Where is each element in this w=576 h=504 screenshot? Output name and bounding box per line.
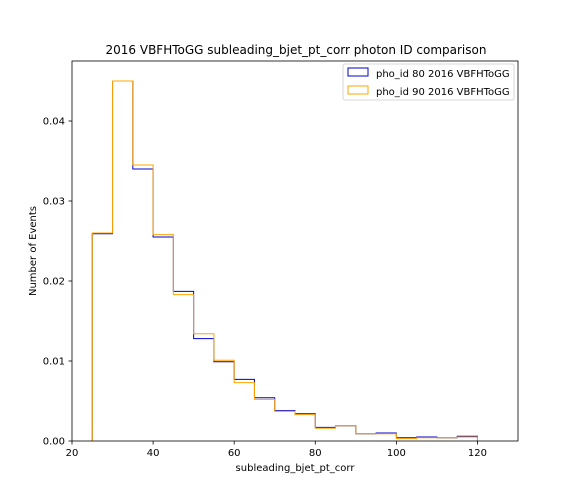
y-axis-ticks: 0.00 0.01 0.02 0.03 0.04: [43, 117, 72, 448]
y-tick-label: 0.01: [43, 357, 65, 368]
legend-swatch-pho-id-80: [347, 67, 369, 77]
y-tick-label: 0.04: [43, 117, 65, 128]
legend-label-pho-id-90: pho_id 90 2016 VBFHToGG: [376, 87, 510, 98]
legend-swatch-pho-id-90: [347, 85, 369, 95]
x-tick-label: 80: [309, 448, 322, 459]
legend-box: [342, 63, 515, 101]
chart-title: 2016 VBFHToGG subleading_bjet_pt_corr ph…: [106, 43, 487, 57]
x-tick-label: 120: [468, 448, 487, 459]
y-tick-label: 0.03: [43, 197, 65, 208]
x-tick-label: 100: [387, 448, 406, 459]
legend: pho_id 80 2016 VBFHToGG pho_id 90 2016 V…: [342, 63, 515, 101]
y-tick-label: 0.00: [43, 437, 65, 448]
y-tick-label: 0.02: [43, 277, 65, 288]
legend-label-pho-id-80: pho_id 80 2016 VBFHToGG: [376, 69, 510, 80]
series-layer: [91, 80, 478, 441]
x-tick-label: 40: [147, 448, 160, 459]
plot-frame: [71, 60, 519, 442]
x-tick-label: 20: [66, 448, 79, 459]
x-tick-label: 60: [228, 448, 241, 459]
series-line-1: [91, 80, 478, 441]
y-axis-label: Number of Events: [28, 206, 39, 296]
x-axis-label: subleading_bjet_pt_corr: [236, 463, 356, 474]
x-axis-ticks: 20 40 60 80 100 120: [66, 441, 487, 459]
